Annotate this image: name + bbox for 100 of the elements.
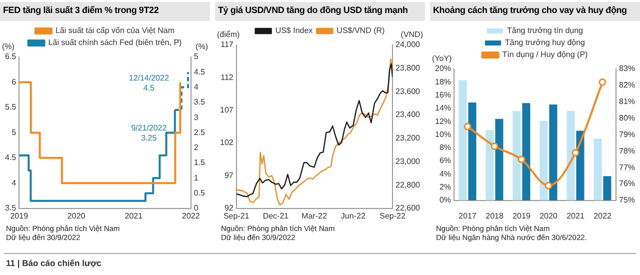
x-tick-label: Mar-22 (302, 211, 328, 220)
y2-tick-label: 80% (618, 113, 636, 122)
text: 11 | Báo cáo chiến lược (6, 258, 102, 268)
bar (594, 138, 602, 200)
y2-tick-label: 1 (194, 173, 199, 182)
y2-tick-label: 23,000 (396, 156, 421, 166)
point (464, 122, 472, 130)
x-tick-label: 2021 (124, 211, 144, 220)
legend-label: Tăng trưởng tín dụng (507, 26, 583, 36)
bar (495, 118, 504, 200)
x-tick-label: Jun-22 (340, 211, 366, 220)
y-tick-label: 4.5 (4, 153, 17, 162)
y-tick-label: 14% (434, 104, 452, 113)
y2-tick-label: 3.5 (194, 98, 206, 107)
annotation: 12/14/2022 4.5 (128, 73, 170, 92)
y-axis-title: (điểm) (217, 30, 240, 40)
point (572, 149, 580, 157)
y-tick-label: 102 (220, 138, 234, 148)
y2-tick-label: 23,800 (396, 64, 421, 73)
x-tick-label: 2022 (182, 211, 200, 220)
y2-tick-label: 1.5 (194, 158, 206, 168)
y-tick-label: 107 (220, 106, 234, 115)
bar (512, 111, 521, 200)
y2-tick-label: 79% (618, 130, 636, 139)
legend-label: Lãi suất chính sách Fed (biên trên, P) (48, 38, 182, 48)
y-tick-label: 117 (220, 40, 234, 50)
y-tick-label: 6.5 (4, 52, 17, 62)
y2-tick-label: 24,000 (396, 40, 421, 50)
chart-title: FED tăng lãi suất 3 điểm % trong 9T22 (0, 2, 210, 21)
y2-tick-label: 81% (618, 97, 636, 106)
point (490, 142, 498, 150)
chart-title: Tỷ giá USD/VND tăng do đồng USD tăng mạnh (215, 2, 425, 21)
y2-tick-label: 82% (618, 80, 636, 90)
y2-axis-title: (%) (196, 42, 208, 52)
x-tick-label: 2019 (512, 211, 531, 220)
y-tick-label: 10% (434, 130, 452, 139)
x-tick-label: 2020 (67, 211, 86, 220)
y-tick-label: 5.5 (4, 102, 17, 112)
y2-tick-label: 75% (618, 196, 636, 205)
y2-tick-label: 23,200 (396, 134, 421, 143)
y2-tick-label: 22,600 (396, 204, 421, 213)
legend-label: US$ Index (275, 26, 313, 36)
bar (458, 80, 467, 200)
y2-tick-label: 2.5 (194, 128, 206, 137)
bar (522, 103, 530, 200)
y2-tick-label: 77% (618, 162, 636, 172)
bar (486, 130, 494, 200)
x-tick-label: 2017 (458, 211, 477, 220)
y2-tick-label: 5 (194, 52, 199, 62)
y2-tick-label: 76% (618, 179, 636, 188)
y2-tick-label: 3 (194, 112, 199, 122)
y2-tick-label: 23,600 (396, 86, 421, 96)
y-tick-label: 18% (434, 77, 452, 86)
annotation: 9/21/2022 3.25 (131, 123, 168, 142)
y-tick-label: 6 (12, 77, 17, 86)
y-axis-title: (%) (2, 42, 15, 52)
y2-tick-label: 23,400 (396, 110, 421, 120)
x-tick-label: Dec-21 (262, 211, 290, 220)
y-tick-label: 6% (439, 156, 452, 166)
bar (566, 111, 575, 200)
y2-tick-label: 78% (618, 146, 636, 156)
point (518, 156, 526, 164)
y-tick-label: 2% (439, 182, 452, 192)
y-tick-label: 4 (12, 178, 17, 188)
point (598, 78, 606, 86)
y-tick-label: 16% (434, 90, 452, 100)
y2-tick-label: 4 (194, 82, 199, 92)
x-tick-label: Sep-22 (380, 211, 406, 220)
y2-tick-label: 0 (194, 204, 199, 213)
legend-label: Tăng trưởng huy động (505, 38, 585, 48)
chart-title: Khoảng cách tăng trưởng cho vay và huy động (430, 2, 640, 21)
y-tick-label: 0% (439, 196, 452, 205)
y2-tick-label: 2 (194, 143, 199, 152)
y-tick-label: 4% (439, 169, 452, 178)
bar (468, 102, 476, 200)
x-tick-label: 2018 (486, 211, 504, 220)
bar (540, 120, 548, 200)
bar (549, 104, 558, 200)
y-tick-label: 8% (439, 143, 452, 152)
legend-label: Lãi suất tái cấp vốn của Việt Nam (55, 26, 175, 36)
point (544, 182, 552, 190)
y2-tick-label: 4.5 (194, 67, 206, 76)
y-tick-label: 12% (434, 116, 452, 126)
y-tick-label: 112 (220, 72, 234, 82)
legend-label: US$/VND (R) (336, 26, 386, 36)
y2-tick-label: 0.5 (194, 188, 206, 198)
y-tick-label: 92 (224, 204, 234, 213)
x-tick-label: 2021 (566, 211, 585, 220)
legend-label: Tín dụng / Huy động (P) (502, 50, 588, 60)
y-tick-label: 3.5 (4, 204, 17, 213)
x-tick-label: 2020 (540, 211, 558, 220)
y2-tick-label: 22,800 (396, 180, 421, 190)
y-tick-label: 20% (434, 64, 452, 74)
y-tick-label: 97 (224, 170, 234, 180)
bar (603, 176, 612, 200)
x-tick-label: 2019 (10, 211, 29, 220)
y2-axis-title: (VND) (400, 30, 424, 40)
y-axis-title: (YoY) (432, 54, 452, 64)
y-tick-label: 5 (12, 128, 17, 137)
x-tick-label: Sep-21 (223, 211, 250, 220)
